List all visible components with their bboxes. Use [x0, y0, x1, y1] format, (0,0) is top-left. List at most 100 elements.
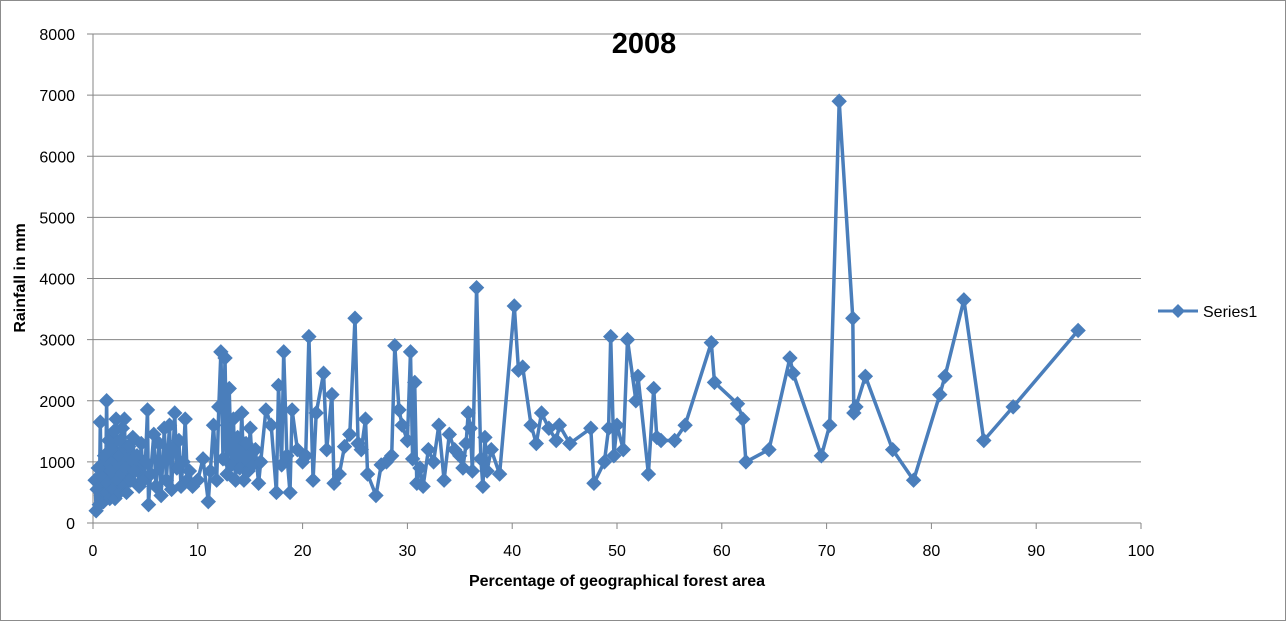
data-point-193	[976, 432, 992, 449]
data-point-51	[167, 405, 183, 421]
y-tick-label-2000: 2000	[39, 394, 75, 411]
data-point-178	[761, 441, 777, 458]
data-point-173	[703, 334, 720, 351]
legend-marker-series1	[1171, 304, 1185, 318]
data-point-53	[171, 432, 187, 449]
data-point-101	[315, 365, 332, 381]
data-point-41	[140, 496, 157, 513]
x-tick-label-50: 50	[608, 543, 626, 560]
data-point-86	[258, 402, 274, 418]
data-point-165	[628, 393, 644, 409]
data-point-15	[103, 463, 119, 479]
data-point-61	[195, 451, 211, 467]
data-point-121	[402, 344, 419, 360]
data-point-102	[318, 441, 335, 458]
data-point-145	[491, 466, 508, 482]
data-point-146	[506, 298, 523, 314]
x-tick-label-40: 40	[503, 543, 521, 560]
data-point-155	[562, 435, 578, 452]
data-point-42	[142, 466, 159, 482]
x-tick-label-80: 80	[923, 543, 941, 560]
data-point-77	[234, 405, 250, 421]
data-point-144	[483, 441, 499, 458]
data-point-181	[813, 448, 830, 464]
data-point-99	[305, 472, 321, 488]
data-point-118	[391, 402, 407, 418]
data-point-98	[301, 328, 317, 345]
y-axis-title: Rainfall in mm	[12, 223, 29, 332]
y-tick-label-1000: 1000	[39, 455, 75, 472]
data-point-135	[458, 435, 474, 452]
data-point-195	[1070, 322, 1086, 339]
y-tick-label-3000: 3000	[39, 333, 75, 350]
data-point-151	[533, 405, 550, 421]
data-point-39	[137, 454, 154, 470]
data-point-83	[247, 441, 264, 458]
data-point-68	[215, 451, 231, 467]
x-tick-label-20: 20	[294, 543, 312, 560]
data-point-111	[357, 411, 374, 427]
data-point-91	[276, 344, 292, 360]
x-tick-label-30: 30	[399, 543, 417, 560]
data-point-120	[399, 432, 416, 449]
data-point-160	[603, 328, 619, 345]
x-axis-title: Percentage of geographical forest area	[469, 573, 765, 590]
data-point-156	[583, 420, 599, 436]
data-point-143	[479, 463, 495, 479]
data-point-65	[208, 472, 225, 488]
legend-label-series1: Series1	[1203, 304, 1257, 321]
data-point-63	[202, 463, 219, 479]
data-point-162	[609, 417, 625, 433]
tick-labels: 0 1000 2000 3000 4000 5000 6000 7000 8000 0 10 20 30…	[39, 27, 1154, 560]
data-point-131	[441, 426, 458, 443]
data-point-154	[551, 417, 568, 433]
data-point-110	[353, 441, 369, 458]
y-tick-label-8000: 8000	[39, 27, 75, 44]
data-point-46	[153, 487, 169, 504]
x-tick-label-60: 60	[713, 543, 731, 560]
data-point-129	[431, 417, 447, 433]
data-point-100	[308, 405, 324, 421]
data-point-97	[298, 448, 314, 464]
data-point-106	[336, 438, 353, 455]
data-point-55	[175, 454, 191, 470]
data-point-62	[200, 493, 216, 510]
data-point-119	[394, 417, 410, 433]
data-point-179	[782, 350, 798, 366]
data-point-26	[114, 420, 131, 436]
data-point-66	[211, 399, 227, 415]
data-point-92	[279, 448, 295, 464]
data-point-35	[129, 448, 145, 464]
data-point-158	[596, 454, 613, 470]
data-point-190	[932, 386, 948, 403]
data-point-108	[347, 310, 363, 326]
data-point-103	[324, 386, 340, 403]
data-point-148	[514, 359, 531, 375]
data-point-140	[473, 451, 489, 467]
data-point-172	[677, 417, 693, 433]
data-point-34	[127, 463, 143, 479]
data-point-107	[342, 426, 358, 443]
data-point-105	[331, 466, 347, 482]
data-point-125	[412, 460, 428, 476]
data-point-22	[110, 448, 126, 464]
data-point-116	[383, 448, 400, 464]
data-point-30	[118, 484, 135, 501]
data-point-94	[284, 402, 300, 418]
data-point-69	[217, 350, 233, 366]
data-point-84	[250, 475, 267, 491]
data-point-184	[845, 310, 861, 326]
data-point-149	[523, 417, 539, 433]
data-point-142	[477, 429, 493, 446]
data-point-186	[848, 399, 864, 415]
data-point-64	[205, 417, 222, 433]
data-point-175	[729, 396, 746, 412]
y-tick-label-5000: 5000	[39, 210, 75, 227]
x-tick-label-90: 90	[1027, 543, 1045, 560]
data-point-191	[937, 368, 953, 385]
data-point-187	[857, 368, 874, 385]
data-point-79	[238, 435, 254, 452]
data-point-170	[653, 432, 669, 449]
